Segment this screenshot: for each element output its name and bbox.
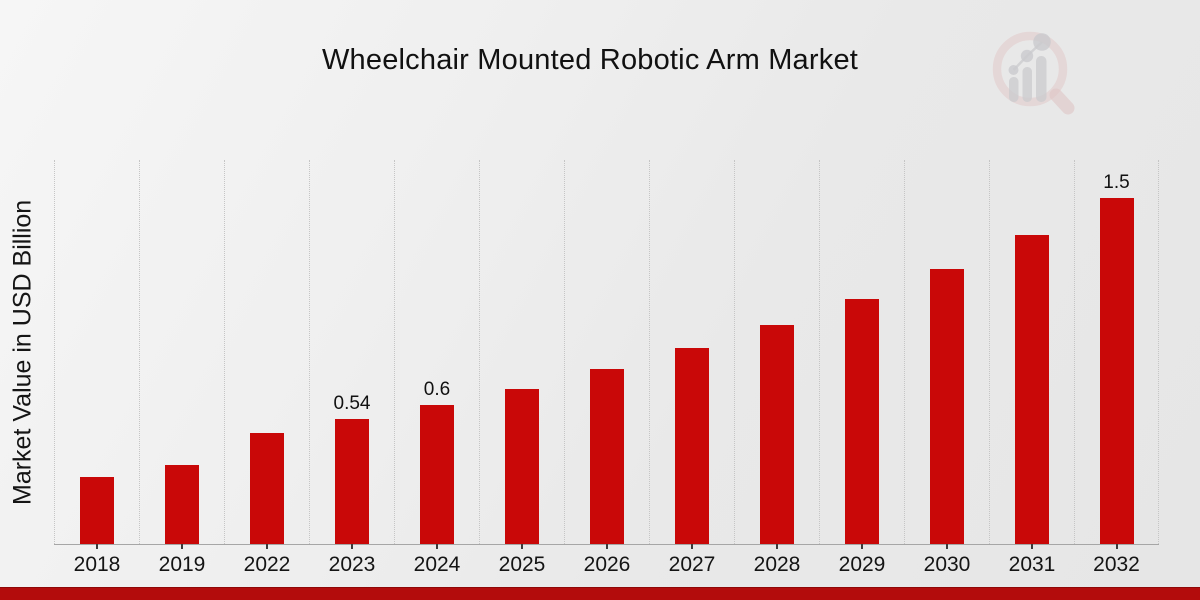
x-axis-tick [436, 544, 438, 549]
bar-column-2031: 2031 [989, 160, 1074, 576]
x-tick-label-2032: 2032 [1093, 553, 1140, 576]
bar-value-label-2024: 0.6 [423, 379, 451, 400]
x-axis-tick [946, 544, 948, 549]
bar-2028 [760, 325, 794, 544]
bar-value-label-2032: 1.5 [1103, 172, 1130, 193]
logo-trend-line-icon [1008, 33, 1051, 75]
bar-column-2018: 2018 [54, 160, 139, 576]
x-tick-label-2025: 2025 [498, 553, 546, 576]
x-tick-label-2026: 2026 [583, 553, 631, 576]
bar-2025 [505, 389, 539, 544]
chart-title: Wheelchair Mounted Robotic Arm Market [321, 44, 859, 76]
bar-column-2028: 2028 [734, 160, 819, 576]
x-axis-tick [351, 544, 353, 549]
bar-2024 [420, 405, 454, 544]
x-axis-tick [1115, 544, 1118, 549]
plot-area: 2018 2019 2022 0.54 2023 0.6 2024 2025 2026 2027 2… [54, 160, 1159, 576]
bar-2018 [80, 477, 114, 544]
bar-2023 [335, 419, 369, 544]
bar-column-2026: 2026 [564, 160, 649, 576]
bar-column-2029: 2029 [819, 160, 904, 576]
x-axis-tick [776, 544, 778, 549]
bar-2027 [675, 348, 709, 544]
x-tick-label-2022: 2022 [243, 553, 291, 576]
x-axis-tick [1031, 544, 1033, 549]
x-axis-tick [181, 544, 183, 549]
bar-column-2023: 0.54 2023 [309, 160, 394, 576]
bar-2031 [1015, 235, 1049, 544]
bar-column-2024: 0.6 2024 [394, 160, 479, 576]
x-tick-label-2030: 2030 [923, 553, 971, 576]
bar-value-label-2023: 0.54 [333, 393, 371, 414]
bar-column-2030: 2030 [904, 160, 989, 576]
bar-column-2027: 2027 [649, 160, 734, 576]
bottom-accent-band [0, 587, 1200, 600]
magnifier-ring-icon [992, 31, 1068, 107]
magnifier-handle-icon [1049, 88, 1075, 115]
y-axis-label: Market Value in USD Billion [8, 199, 37, 505]
x-axis-tick [861, 544, 863, 549]
x-axis-tick [691, 544, 693, 549]
x-tick-label-2023: 2023 [328, 553, 376, 576]
x-tick-label-2019: 2019 [158, 553, 206, 576]
x-tick-label-2028: 2028 [753, 553, 801, 576]
x-tick-label-2024: 2024 [413, 553, 461, 576]
x-axis-tick [96, 544, 98, 549]
bar-column-2022: 2022 [224, 160, 309, 576]
bar-column-2019: 2019 [139, 160, 224, 576]
x-axis-tick [266, 544, 268, 549]
x-tick-label-2029: 2029 [838, 553, 886, 576]
x-axis-tick [606, 544, 608, 549]
bar-column-2025: 2025 [479, 160, 564, 576]
bar-2019 [165, 465, 199, 544]
bar-2030 [930, 269, 964, 544]
magnifier-bar-chart-logo [992, 31, 1075, 115]
bar-2022 [250, 433, 284, 544]
bar-2032 [1099, 198, 1134, 544]
bar-column-2032: 1.5 2032 [1074, 160, 1159, 576]
bar-2026 [590, 369, 624, 544]
logo-bars-icon [1009, 56, 1047, 102]
x-tick-label-2018: 2018 [73, 553, 121, 576]
bar-2029 [845, 299, 879, 544]
x-tick-label-2031: 2031 [1008, 553, 1056, 576]
x-axis-tick [521, 544, 523, 549]
x-tick-label-2027: 2027 [668, 553, 716, 576]
